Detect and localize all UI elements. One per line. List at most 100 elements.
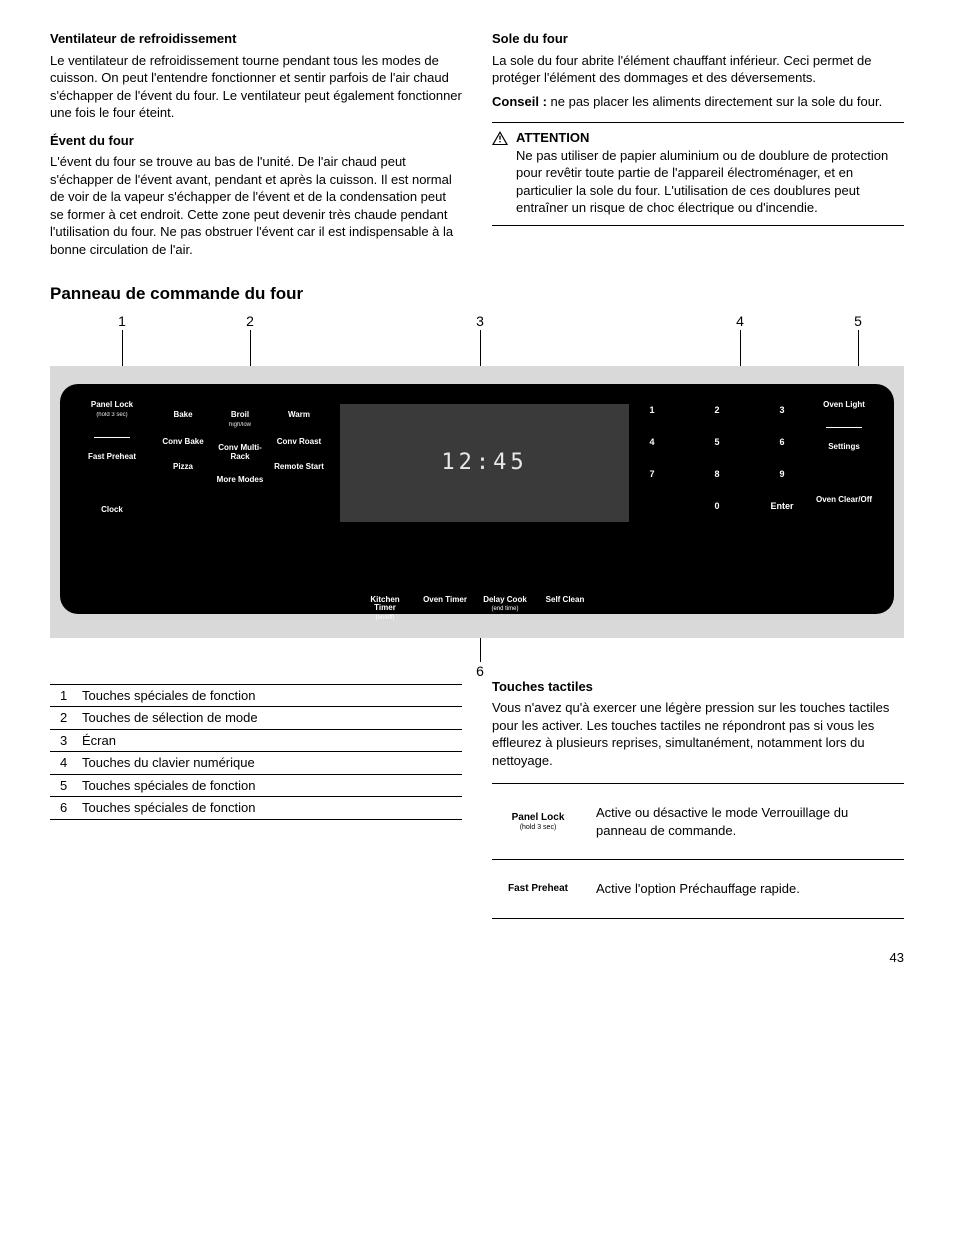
btn-settings[interactable]: Settings	[816, 442, 872, 451]
callout-line	[858, 330, 859, 366]
table-row: 1Touches spéciales de fonction	[50, 684, 462, 707]
legend-text: Touches spéciales de fonction	[80, 774, 462, 797]
numeric-keypad: 1 2 3 4 5 6 7 8 9 0 Enter	[632, 404, 802, 533]
legend-text: Touches de sélection de mode	[80, 707, 462, 730]
page-number: 43	[50, 949, 904, 967]
h-ventilateur: Ventilateur de refroidissement	[50, 30, 462, 48]
legend-num: 4	[50, 752, 80, 775]
control-panel: Panel Lock (hold 3 sec) Fast Preheat Clo…	[60, 384, 894, 614]
label: Self Clean	[546, 595, 585, 604]
legend-num: 6	[50, 797, 80, 820]
touch-key-panel-lock: Panel Lock (hold 3 sec)	[498, 812, 578, 832]
p-sole: La sole du four abrite l'élément chauffa…	[492, 52, 904, 87]
panel-left-col: Panel Lock (hold 3 sec) Fast Preheat Clo…	[82, 400, 142, 533]
btn-self-clean[interactable]: Self Clean	[540, 596, 590, 605]
btn-conv-multirack[interactable]: Conv Multi-Rack	[212, 443, 268, 461]
btn-remote-start[interactable]: Remote Start	[274, 462, 324, 471]
display-screen: 12:45	[340, 404, 629, 522]
callout-1: 1	[112, 312, 132, 331]
key-enter[interactable]: Enter	[762, 500, 802, 512]
label: Conv Bake	[160, 437, 206, 446]
callout-line	[740, 330, 741, 366]
callout-4: 4	[730, 312, 750, 331]
panel-mode-col2: Broilhigh/low Conv Multi-Rack More Modes	[212, 400, 268, 499]
sublabel: (hold 3 sec)	[82, 411, 142, 419]
panel-mode-col3: Warm Conv Roast Remote Start	[274, 400, 324, 486]
label: Pizza	[160, 462, 206, 471]
divider	[826, 427, 862, 428]
intro-columns: Ventilateur de refroidissement Le ventil…	[50, 30, 904, 265]
h-event: Évent du four	[50, 132, 462, 150]
callout-line	[122, 330, 123, 366]
label: Broil	[212, 410, 268, 419]
legend-num: 5	[50, 774, 80, 797]
touches-col: Touches tactiles Vous n'avez qu'à exerce…	[492, 678, 904, 919]
legend-col: 1Touches spéciales de fonction 2Touches …	[50, 678, 462, 919]
btn-broil[interactable]: Broilhigh/low	[212, 410, 268, 429]
key-9[interactable]: 9	[762, 468, 802, 480]
legend-text: Écran	[80, 729, 462, 752]
label: More Modes	[212, 475, 268, 484]
section-title: Panneau de commande du four	[50, 283, 904, 306]
btn-panel-lock[interactable]: Panel Lock (hold 3 sec)	[82, 400, 142, 419]
legend-table: 1Touches spéciales de fonction 2Touches …	[50, 684, 462, 820]
p-touches: Vous n'avez qu'à exercer une légère pres…	[492, 699, 904, 769]
btn-oven-off[interactable]: Oven Clear/Off	[816, 495, 872, 504]
label: Conv Multi-Rack	[212, 443, 268, 461]
sublabel: (on/off)	[376, 615, 395, 621]
sublabel: (hold 3 sec)	[498, 824, 578, 832]
btn-delay-cook[interactable]: Delay Cook(end time)	[480, 596, 530, 614]
table-row: 4Touches du clavier numérique	[50, 752, 462, 775]
table-row: 5Touches spéciales de fonction	[50, 774, 462, 797]
key-1[interactable]: 1	[632, 404, 672, 416]
h-sole: Sole du four	[492, 30, 904, 48]
key-6[interactable]: 6	[762, 436, 802, 448]
btn-pizza[interactable]: Pizza	[160, 462, 206, 471]
label: Delay Cook	[483, 595, 527, 604]
table-row: 3Écran	[50, 729, 462, 752]
btn-oven-light[interactable]: Oven Light	[816, 400, 872, 409]
btn-clock[interactable]: Clock	[82, 505, 142, 514]
label: Settings	[816, 442, 872, 451]
label: Fast Preheat	[82, 452, 142, 461]
label: Panel Lock	[498, 812, 578, 824]
h-touches: Touches tactiles	[492, 678, 904, 696]
panel-mode-col1: Bake Conv Bake Pizza	[160, 400, 206, 486]
key-5[interactable]: 5	[697, 436, 737, 448]
touch-row: Fast Preheat Active l'option Préchauffag…	[492, 860, 904, 919]
legend-text: Touches du clavier numérique	[80, 752, 462, 775]
label: Fast Preheat	[498, 883, 578, 895]
touch-row: Panel Lock (hold 3 sec) Active ou désact…	[492, 784, 904, 860]
legend-num: 1	[50, 684, 80, 707]
label: Warm	[274, 410, 324, 419]
key-0[interactable]: 0	[697, 500, 737, 512]
btn-conv-roast[interactable]: Conv Roast	[274, 437, 324, 446]
btn-fast-preheat[interactable]: Fast Preheat	[82, 452, 142, 461]
callout-line	[480, 330, 481, 366]
key-8[interactable]: 8	[697, 468, 737, 480]
key-3[interactable]: 3	[762, 404, 802, 416]
btn-bake[interactable]: Bake	[160, 410, 206, 419]
touch-desc: Active ou désactive le mode Verrouillage…	[596, 804, 898, 839]
divider	[94, 437, 130, 438]
btn-oven-timer[interactable]: Oven Timer	[420, 596, 470, 605]
key-2[interactable]: 2	[697, 404, 737, 416]
conseil-text: ne pas placer les aliments directement s…	[551, 94, 883, 109]
label: Oven Clear/Off	[816, 495, 872, 504]
attention-body: Ne pas utiliser de papier aluminium ou d…	[492, 147, 904, 226]
p-ventilateur: Le ventilateur de refroidissement tourne…	[50, 52, 462, 122]
btn-conv-bake[interactable]: Conv Bake	[160, 437, 206, 446]
key-4[interactable]: 4	[632, 436, 672, 448]
btn-warm[interactable]: Warm	[274, 410, 324, 419]
p-event: L'évent du four se trouve au bas de l'un…	[50, 153, 462, 258]
key-7[interactable]: 7	[632, 468, 672, 480]
callout-3: 3	[470, 312, 490, 331]
btn-more-modes[interactable]: More Modes	[212, 475, 268, 484]
key-blank	[632, 500, 672, 512]
col-left: Ventilateur de refroidissement Le ventil…	[50, 30, 462, 265]
label: Oven Timer	[423, 595, 467, 604]
legend-text: Touches spéciales de fonction	[80, 797, 462, 820]
attention-header: ATTENTION	[492, 122, 904, 147]
label: Panel Lock	[82, 400, 142, 409]
btn-kitchen-timer[interactable]: Kitchen Timer(on/off)	[360, 596, 410, 622]
